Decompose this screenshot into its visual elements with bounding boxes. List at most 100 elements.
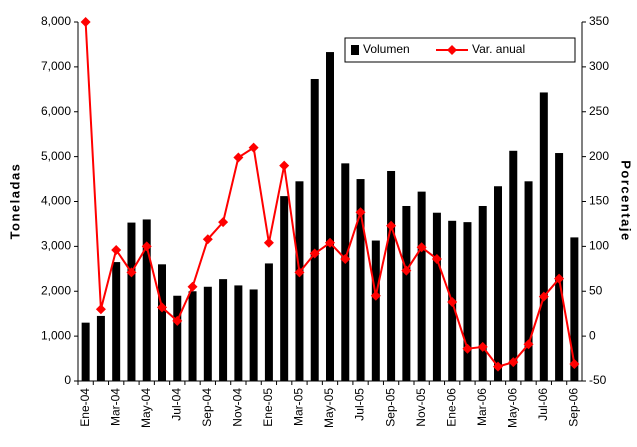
bar: [417, 191, 426, 381]
x-tick-label: Mar-04: [108, 388, 122, 426]
marker: [340, 253, 351, 264]
bar: [127, 222, 136, 381]
x-tick-label: Nov-04: [231, 388, 245, 427]
marker: [309, 248, 320, 259]
y2-tick-label: 350: [589, 14, 609, 28]
marker: [386, 220, 397, 231]
marker: [508, 357, 519, 368]
marker: [218, 217, 229, 228]
marker: [554, 273, 565, 284]
y-tick-label: 0: [64, 373, 71, 387]
x-tick-label: Ene-06: [444, 388, 458, 427]
x-tick-label: May-05: [322, 388, 336, 428]
x-tick-label: Ene-05: [261, 388, 275, 427]
bar: [203, 286, 212, 381]
marker: [157, 302, 167, 313]
y2-tick-label: 100: [589, 239, 609, 253]
bar: [494, 186, 502, 381]
marker: [523, 339, 534, 350]
bar: [249, 289, 258, 381]
marker: [263, 237, 274, 248]
marker: [493, 361, 503, 372]
x-tick-label: Sep-06: [567, 388, 581, 427]
x-tick-label: Nov-05: [414, 388, 428, 427]
bar: [310, 78, 319, 382]
y2-tick-label: 250: [589, 104, 609, 118]
marker: [569, 358, 580, 369]
bar: [509, 150, 518, 381]
bar: [280, 196, 289, 381]
marker: [325, 237, 335, 248]
x-tick-label: Sep-05: [383, 388, 397, 427]
bar: [158, 264, 166, 381]
bar: [341, 163, 350, 381]
legend-label: Volumen: [363, 42, 410, 56]
y-tick-label: 5,000: [41, 149, 71, 163]
bar: [432, 212, 441, 381]
bar: [402, 205, 411, 381]
y-tick-label: 6,000: [41, 104, 71, 118]
x-tick-label: Sep-04: [200, 388, 214, 427]
marker: [126, 267, 137, 278]
marker: [202, 234, 213, 245]
bar: [264, 263, 273, 381]
x-tick-label: Mar-05: [292, 388, 306, 426]
bar: [478, 205, 487, 381]
bar: [570, 237, 579, 381]
y-tick-label: 3,000: [41, 239, 71, 253]
legend-label: Var. anual: [472, 42, 525, 56]
y-tick-label: 1,000: [41, 328, 71, 342]
bar: [142, 219, 151, 381]
marker: [447, 297, 458, 308]
x-tick-label: Ene-04: [78, 388, 92, 427]
marker: [538, 291, 549, 302]
bar: [524, 181, 533, 381]
marker: [279, 160, 290, 171]
bar: [326, 52, 334, 381]
y2-tick-label: 300: [589, 59, 609, 73]
bar: [188, 291, 197, 381]
x-tick-label: Jul-06: [536, 388, 550, 421]
marker: [431, 253, 442, 264]
marker: [294, 267, 305, 278]
y2-tick-label: -50: [589, 373, 607, 387]
x-tick-label: Mar-06: [475, 388, 489, 426]
bar: [371, 240, 380, 381]
bar: [219, 279, 228, 381]
marker: [141, 241, 152, 252]
bar: [81, 322, 90, 381]
y-tick-label: 2,000: [41, 283, 71, 297]
y2-tick-label: 200: [589, 149, 609, 163]
bar: [387, 170, 396, 381]
bar: [112, 262, 121, 381]
marker: [172, 315, 183, 326]
bar: [463, 222, 472, 381]
legend-swatch: [351, 45, 359, 55]
marker: [80, 17, 91, 27]
bar: [555, 153, 564, 381]
bar: [295, 181, 304, 381]
bar: [96, 315, 105, 381]
y2-tick-label: 50: [589, 283, 603, 297]
marker: [477, 341, 488, 352]
y-tick-label: 7,000: [41, 59, 71, 73]
y2-axis-title: Porcentaje: [619, 160, 634, 241]
marker: [416, 242, 427, 253]
y2-tick-label: 150: [589, 194, 609, 208]
bar: [234, 285, 243, 381]
bar: [173, 295, 182, 381]
x-tick-label: Jul-04: [169, 388, 183, 421]
y2-tick-label: 0: [589, 328, 596, 342]
marker: [462, 343, 473, 354]
bar: [356, 179, 365, 381]
y-tick-label: 4,000: [41, 194, 71, 208]
x-tick-label: Jul-05: [353, 388, 367, 421]
x-tick-label: May-06: [505, 388, 519, 428]
marker: [370, 290, 381, 301]
marker: [187, 281, 198, 292]
bar: [539, 92, 548, 382]
y-tick-label: 8,000: [41, 14, 71, 28]
marker: [111, 244, 122, 255]
marker: [95, 304, 106, 315]
